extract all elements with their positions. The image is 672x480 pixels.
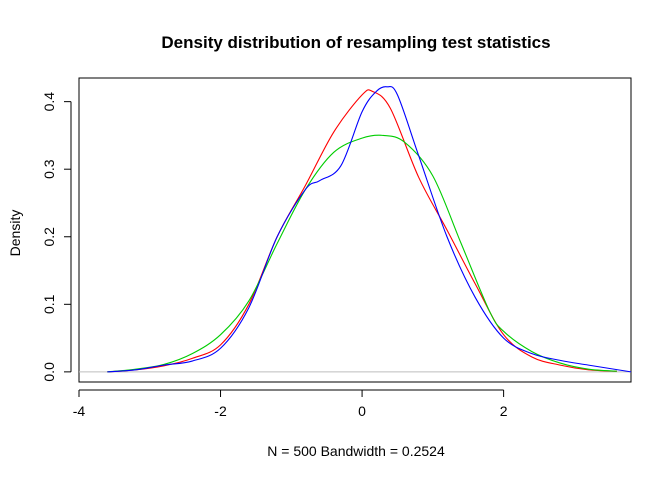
y-tick-label: 0.1 [41,294,57,314]
y-axis: 0.0 0.1 0.2 0.3 0.4 [41,92,72,382]
y-tick-label: 0.2 [41,227,57,247]
x-axis-label: N = 500 Bandwidth = 0.2524 [267,443,445,459]
x-tick-label: 2 [500,403,508,419]
density-curve-1 [107,89,617,373]
density-curves [107,86,632,373]
plot-frame [78,77,632,383]
y-tick-label: 0.0 [41,362,57,382]
y-tick-label: 0.3 [41,159,57,179]
x-tick-label: -4 [73,403,86,419]
x-tick-label: -2 [214,403,227,419]
x-tick-label: 0 [358,403,366,419]
x-axis: -4 -2 0 2 [73,389,508,419]
y-axis-label: Density [7,210,23,257]
chart-title: Density distribution of resampling test … [161,33,550,52]
density-curve-2 [107,134,617,373]
density-curve-3 [107,86,632,373]
y-tick-label: 0.4 [41,92,57,112]
